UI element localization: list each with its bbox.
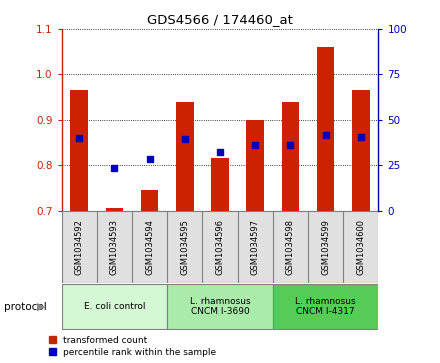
Text: protocol: protocol [4, 302, 47, 312]
Text: GSM1034600: GSM1034600 [356, 219, 365, 275]
Bar [167, 284, 273, 329]
Bar [132, 211, 167, 283]
Bar [97, 211, 132, 283]
Bar [167, 211, 202, 283]
Bar [70, 90, 88, 211]
Bar [273, 211, 308, 283]
Bar [273, 284, 378, 329]
Legend: transformed count, percentile rank within the sample: transformed count, percentile rank withi… [48, 336, 216, 357]
Bar [238, 211, 273, 283]
Bar [176, 102, 194, 211]
Bar [246, 120, 264, 211]
Bar [352, 90, 370, 211]
Bar [141, 190, 158, 211]
Text: L. rhamnosus
CNCM I-3690: L. rhamnosus CNCM I-3690 [190, 297, 250, 317]
Bar [106, 208, 123, 211]
Bar [343, 211, 378, 283]
Bar [282, 102, 299, 211]
Text: L. rhamnosus
CNCM I-4317: L. rhamnosus CNCM I-4317 [295, 297, 356, 317]
Bar [62, 284, 167, 329]
Text: GSM1034598: GSM1034598 [286, 219, 295, 275]
Title: GDS4566 / 174460_at: GDS4566 / 174460_at [147, 13, 293, 26]
Text: E. coli control: E. coli control [84, 302, 145, 311]
Bar [202, 211, 238, 283]
Text: GSM1034596: GSM1034596 [216, 219, 224, 275]
Bar [317, 47, 334, 211]
Bar [62, 211, 97, 283]
Text: GSM1034594: GSM1034594 [145, 219, 154, 275]
Text: GSM1034597: GSM1034597 [251, 219, 260, 275]
Bar [308, 211, 343, 283]
Text: GSM1034599: GSM1034599 [321, 219, 330, 275]
Bar [211, 158, 229, 211]
Text: GSM1034593: GSM1034593 [110, 219, 119, 275]
Text: GSM1034595: GSM1034595 [180, 219, 189, 275]
Text: GSM1034592: GSM1034592 [75, 219, 84, 275]
Text: ▶: ▶ [37, 302, 46, 312]
